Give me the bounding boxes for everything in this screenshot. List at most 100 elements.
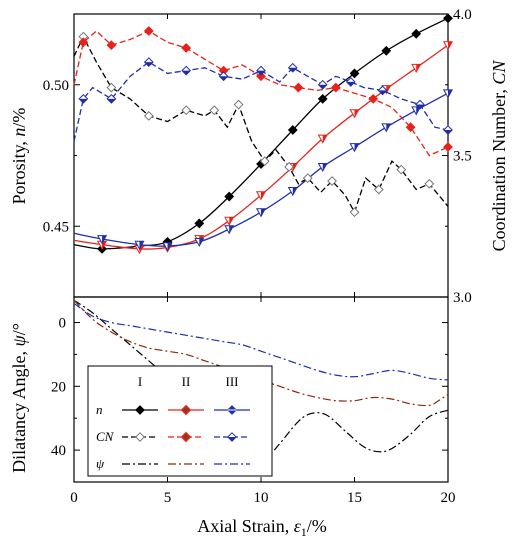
data-point [317,134,328,144]
data-point [287,187,298,197]
data-point [330,82,341,93]
data-point [78,93,89,104]
data-point [349,207,360,218]
x-tick-label: 20 [441,490,456,506]
legend-box [87,365,273,477]
data-point [293,82,304,93]
data-point [443,13,453,24]
series-iii-ψ [73,302,449,381]
data-point [224,191,235,202]
series-ii-ψ [73,299,449,407]
series-i-n [73,13,453,254]
data-point [411,106,422,116]
data-point [368,93,379,104]
data-point [396,164,407,175]
data-point [317,79,328,90]
data-point [78,37,89,48]
data-point [143,26,154,36]
series-line [73,35,449,214]
data-point [162,242,173,252]
data-point [349,143,360,153]
bottom-panel: 0 5 10 15 20 0 20 40 [51,296,456,506]
x-tick-label: 10 [254,490,269,506]
data-point [411,28,422,39]
data-point [97,235,108,245]
legend-swatch-marker [180,431,192,443]
data-point [442,41,454,51]
data-point [377,85,388,96]
y-tick-label: 0.50 [43,78,69,94]
legend-header: I [138,374,142,389]
series-line [73,299,449,407]
data-point [405,122,416,133]
y-right-tick-label: 3.0 [453,290,472,306]
y-tick-label: 0.45 [43,219,69,235]
data-point [443,142,453,152]
series-i-cn [73,31,449,218]
series-line [73,302,449,381]
y-right-tick-label: 4.0 [453,7,472,23]
y-axis-title-porosity: Porosity, n/% [9,108,29,205]
data-point [287,125,298,135]
data-point [181,65,192,76]
legend-swatch-marker [227,432,237,442]
data-point [134,240,145,250]
y-tick-label: 20 [51,379,66,395]
data-point [224,216,235,226]
data-point [373,184,384,195]
top-panel: 0.45 0.50 3.0 3.5 4.0 [43,7,472,306]
data-point [256,71,266,82]
x-axis-title: Axial Strain, ε1/% [197,516,327,539]
data-point [284,161,294,172]
series-ii-cn [73,26,453,157]
y-tick-label: 0 [59,316,67,332]
data-point [442,89,454,99]
data-point [349,68,360,79]
legend-row-label: n [96,402,103,417]
data-point [106,93,117,104]
data-point [345,77,356,87]
data-point [255,191,267,201]
legend-header: II [182,374,191,389]
x-tick-label: 0 [70,490,78,506]
data-point [381,45,392,56]
data-point [424,178,435,189]
data-point [415,99,425,110]
legend-swatch-marker [135,432,145,442]
y-right-tick-label: 3.5 [453,149,472,165]
data-point [233,99,244,110]
legend-swatch-marker [180,404,192,416]
data-point [224,225,235,235]
data-point [209,105,220,116]
x-tick-label: 5 [164,490,172,506]
data-point [181,43,192,53]
data-point [317,93,328,104]
data-point [259,156,270,167]
legend-swatch-marker [135,405,145,415]
series-line [73,92,449,247]
legend-swatch-marker [227,405,237,415]
series-iii-n [73,89,454,252]
data-point [317,162,328,173]
y-axis-title-coordination: Coordination Number, CN [489,60,509,252]
legend-row-label: ψ [96,456,105,471]
data-point [106,40,117,51]
data-point [255,208,267,218]
legend-row-label: CN [96,429,115,444]
series-iii-cn [73,57,453,142]
data-point [181,105,192,116]
data-point [194,237,205,248]
data-point [411,63,422,73]
data-point [106,82,117,93]
x-tick-label: 15 [347,490,362,506]
legend-header: III [226,374,239,389]
data-point [349,109,360,119]
data-point [381,123,392,133]
data-point [218,71,229,82]
data-point [327,176,337,186]
y-axis-title-dilatancy: Dilatancy Angle, ψ/° [9,323,29,473]
data-point [194,218,205,229]
data-point [443,125,453,135]
